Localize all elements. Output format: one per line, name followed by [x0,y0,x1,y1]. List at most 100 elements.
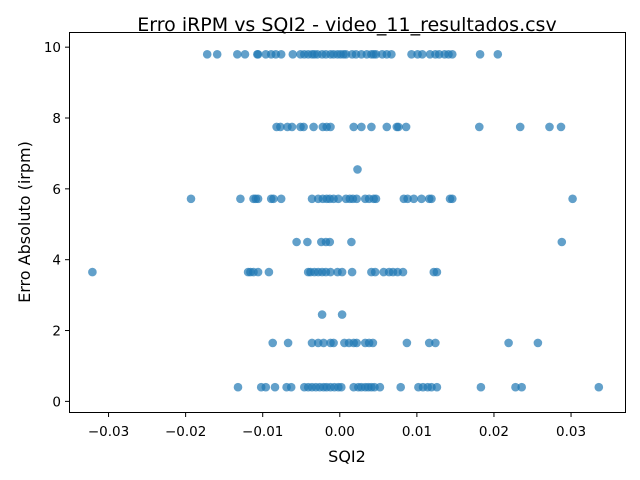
scatter-point [347,267,357,277]
scatter-point [276,194,286,204]
scatter-point [568,194,577,204]
scatter-point [326,122,335,132]
y-axis-label: Erro Absoluto (irpm) [15,141,34,303]
scatter-point [504,338,513,348]
scatter-point [341,50,351,59]
y-tick-label: 2 [52,324,61,340]
scatter-point [515,122,525,132]
scatter-point [556,122,566,132]
scatter-point [347,237,356,247]
scatter-point [270,382,280,392]
scatter-point [236,194,245,204]
scatter-point [309,122,318,132]
scatter-point [448,50,457,59]
scatter-point [337,382,346,392]
y-tick-label: 4 [52,253,61,269]
scatter-point [403,194,412,204]
scatter-point [317,310,327,319]
scatter-point [352,338,362,348]
scatter-point [268,338,278,348]
x-axis-ticks: −0.03 −0.02 −0.01 0.00 0.01 0.02 0.03 [88,412,586,440]
scatter-point [476,382,486,392]
scatter-point [387,50,396,59]
scatter-point [371,50,381,59]
scatter-point [276,122,285,132]
x-tick-label: −0.02 [165,424,206,440]
scatter-point [418,50,427,59]
scatter-point [517,382,526,392]
scatter-point [286,382,296,392]
scatter-point [253,50,263,59]
scatter-point [431,338,440,348]
x-tick-label: 0.03 [556,424,586,440]
scatter-point [352,194,362,204]
scatter-point [448,194,457,204]
scatter-point [427,194,436,204]
x-tick-label: 0.00 [325,424,355,440]
x-axis-label: SQI2 [328,447,366,466]
scatter-point [334,194,343,204]
scatter-point [398,267,408,277]
scatter-point [424,338,434,348]
y-tick-label: 6 [52,182,61,198]
scatter-point [326,267,335,277]
scatter-point [545,122,554,132]
scatter-point [402,338,412,348]
y-tick-label: 0 [52,394,61,410]
scatter-point [253,267,263,277]
y-tick-label: 10 [44,40,61,56]
scatter-point [409,194,419,204]
scatter-point [533,338,543,348]
scatter-point [276,50,286,59]
scatter-point [353,165,362,174]
scatter-point [233,50,242,59]
scatter-point [475,50,485,59]
scatter-point [337,310,347,319]
scatter-point [264,267,274,277]
scatter-point [407,50,416,59]
y-axis-ticks: 0 2 4 6 8 10 [44,40,70,410]
scatter-point [432,267,442,277]
scatter-point [368,338,378,348]
scatter-point [396,382,406,392]
scatter-point [288,50,298,59]
scatter-point [307,194,317,204]
scatter-point [394,122,403,132]
scatter-point [307,338,317,348]
scatter-point [233,382,243,392]
scatter-point [299,122,308,132]
scatter-point [382,122,392,132]
scatter-point [357,122,366,132]
x-tick-label: −0.01 [242,424,283,440]
scatter-point [511,382,520,392]
scatter-point [212,50,222,59]
scatter-point [337,267,347,277]
x-tick-label: 0.01 [402,424,432,440]
scatter-point [325,237,335,247]
scatter-point [240,50,250,59]
y-tick-label: 8 [52,111,61,127]
scatter-point [493,50,503,59]
scatter-point [202,50,212,59]
scatter-point [475,122,484,132]
scatter-point [370,267,380,277]
scatter-point [88,267,97,277]
data-points [88,50,604,392]
chart-title: Erro iRPM vs SQI2 - video_11_resultados.… [137,14,556,36]
scatter-point [329,338,338,348]
scatter-point [371,194,381,204]
x-tick-label: 0.02 [479,424,509,440]
scatter-point [401,122,411,132]
scatter-point [303,237,312,247]
scatter-point [594,382,604,392]
scatter-point [186,194,196,204]
scatter-point [269,194,278,204]
scatter-point [349,122,359,132]
plot-frame [69,32,626,413]
scatter-point [283,338,293,348]
x-tick-label: −0.03 [88,424,129,440]
scatter-point [253,194,263,204]
scatter-point [375,382,385,392]
scatter-point [292,237,301,247]
